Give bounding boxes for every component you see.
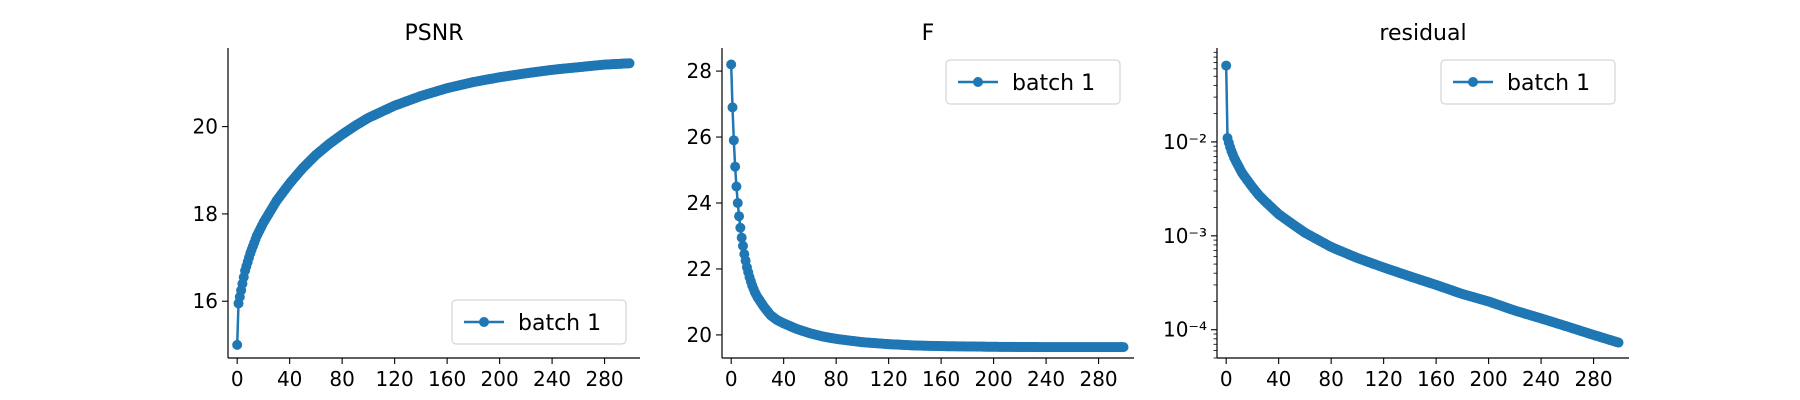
residual-x-tick-label: 40 [1266, 367, 1291, 391]
residual-x-tick-label: 0 [1220, 367, 1233, 391]
f-x-tick-label: 80 [823, 367, 848, 391]
f-panel: F 0 40 80 120 160 200 240 280 20 22 24 26 28 batch 1 [687, 21, 1134, 391]
psnr-y-tick-label: 18 [193, 202, 218, 226]
psnr-data-point [232, 339, 243, 350]
f-data-point [1118, 342, 1129, 353]
f-legend-box [945, 59, 1121, 105]
f-data-point [726, 59, 737, 70]
residual-y-tick-label: 10⁻³ [1163, 224, 1207, 248]
residual-x-tick-label: 160 [1417, 367, 1455, 391]
f-data-point [731, 181, 742, 192]
psnr-x-tick-label: 80 [329, 367, 354, 391]
psnr-y-tick-label: 16 [193, 289, 218, 313]
f-y-tick-label: 26 [687, 125, 712, 149]
residual-x-tick-label: 120 [1365, 367, 1403, 391]
f-data-point [737, 240, 748, 251]
psnr-x-tick-label: 200 [481, 367, 519, 391]
f-data-point [730, 161, 741, 172]
residual-y-tick-label: 10⁻² [1163, 130, 1207, 154]
residual-series-line [1224, 65, 1619, 344]
f-title: F [922, 21, 935, 46]
psnr-legend-label: batch 1 [518, 311, 601, 336]
residual-legend: batch 1 [1440, 59, 1616, 105]
psnr-x-tick-label: 240 [533, 367, 571, 391]
residual-title: residual [1379, 21, 1466, 46]
f-data-point [728, 135, 739, 146]
psnr-x-tick-label: 160 [428, 367, 466, 391]
psnr-legend-box [451, 299, 627, 345]
residual-legend-box [1440, 59, 1616, 105]
f-x-tick-label: 0 [725, 367, 738, 391]
psnr-legend: batch 1 [451, 299, 627, 345]
f-data-point [734, 211, 745, 222]
residual-x-tick-label: 280 [1574, 367, 1612, 391]
f-data-point [735, 222, 746, 233]
f-legend: batch 1 [945, 59, 1121, 105]
psnr-panel: PSNR 0 40 80 120 160 200 240 280 16 18 20 batch 1 [193, 21, 640, 391]
residual-x-tick-label: 240 [1522, 367, 1560, 391]
psnr-data-point [624, 58, 635, 69]
residual-legend-marker [1468, 77, 1478, 87]
residual-data-point [1221, 60, 1232, 71]
psnr-x-tick-label: 280 [585, 367, 623, 391]
f-y-tick-label: 22 [687, 257, 712, 281]
f-x-tick-label: 280 [1079, 367, 1117, 391]
f-data-point [732, 198, 743, 208]
f-legend-label: batch 1 [1012, 71, 1095, 96]
f-legend-marker [973, 77, 983, 87]
f-x-tick-label: 40 [771, 367, 796, 391]
residual-legend-label: batch 1 [1507, 71, 1590, 96]
residual-y-tick-label: 10⁻⁴ [1163, 318, 1207, 342]
residual-panel: residual 0 40 80 120 160 200 240 280 10⁻⁴ 10⁻³ 10⁻²… [1163, 21, 1629, 391]
residual-x-tick-label: 80 [1318, 367, 1343, 391]
f-series-line [729, 64, 1124, 349]
psnr-x-tick-label: 0 [231, 367, 244, 391]
f-x-tick-label: 120 [870, 367, 908, 391]
f-x-tick-label: 160 [922, 367, 960, 391]
psnr-title: PSNR [405, 21, 464, 46]
f-y-tick-label: 28 [687, 59, 712, 83]
psnr-x-tick-label: 120 [376, 367, 414, 391]
f-x-tick-label: 240 [1027, 367, 1065, 391]
residual-x-tick-label: 200 [1470, 367, 1508, 391]
psnr-legend-marker [479, 317, 489, 327]
f-y-tick-label: 24 [687, 191, 712, 215]
psnr-y-tick-label: 20 [193, 115, 218, 139]
psnr-x-tick-label: 40 [277, 367, 302, 391]
f-x-tick-label: 200 [975, 367, 1013, 391]
residual-data-point [1613, 337, 1624, 348]
f-data-point [736, 232, 747, 243]
f-y-tick-label: 20 [687, 323, 712, 347]
f-data-point [727, 102, 738, 113]
